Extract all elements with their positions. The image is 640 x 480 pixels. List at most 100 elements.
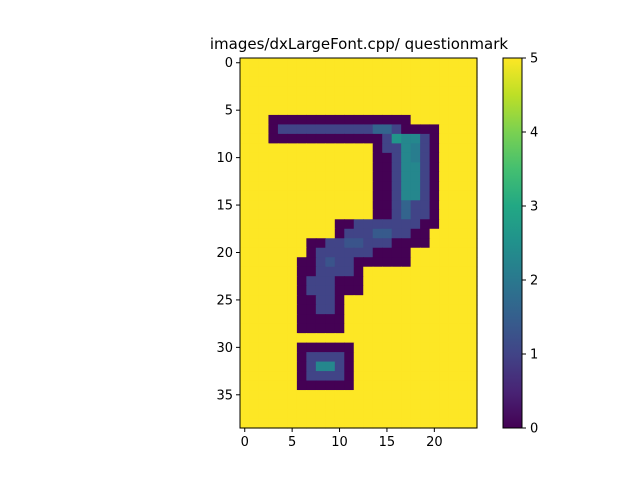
heatmap-cell: [363, 181, 374, 192]
heatmap-cell: [353, 171, 364, 182]
heatmap-cell: [325, 352, 336, 363]
heatmap-cell: [382, 171, 393, 182]
heatmap-cell: [363, 238, 374, 249]
heatmap-cell: [448, 257, 459, 268]
heatmap-cell: [401, 200, 412, 211]
heatmap-cell: [344, 181, 355, 192]
heatmap-cell: [382, 58, 393, 69]
heatmap-cell: [315, 323, 326, 334]
heatmap-cell: [363, 209, 374, 220]
heatmap-cell: [325, 409, 336, 420]
heatmap-cell: [420, 162, 431, 173]
heatmap-cell: [410, 333, 421, 344]
heatmap-cell: [240, 114, 251, 126]
heatmap-cell: [296, 114, 307, 126]
heatmap-cell: [287, 399, 298, 410]
y-tick-label: 15: [216, 199, 233, 214]
heatmap-cell: [448, 58, 459, 69]
heatmap-cell: [363, 171, 374, 182]
heatmap-cell: [372, 399, 383, 410]
heatmap-cell: [353, 399, 364, 410]
heatmap-cell: [353, 86, 364, 97]
heatmap-cell: [363, 152, 374, 163]
heatmap-cell: [344, 200, 355, 211]
heatmap-cell: [334, 67, 345, 78]
heatmap-cell: [240, 58, 251, 69]
heatmap-cell: [382, 86, 393, 97]
heatmap-cell: [315, 352, 326, 363]
heatmap-cell: [277, 266, 288, 277]
heatmap-cell: [249, 352, 260, 363]
heatmap-cell: [268, 314, 279, 325]
heatmap-cell: [372, 152, 383, 163]
heatmap-cell: [249, 190, 260, 201]
heatmap-cell: [344, 219, 355, 230]
heatmap-cell: [458, 200, 469, 211]
heatmap-cell: [401, 257, 412, 268]
heatmap-cell: [296, 190, 307, 201]
heatmap-cell: [325, 58, 336, 69]
y-tick-label: 20: [216, 246, 233, 261]
heatmap-cell: [458, 399, 469, 410]
heatmap-cell: [401, 162, 412, 173]
heatmap-cell: [268, 266, 279, 277]
heatmap-cell: [372, 418, 383, 429]
heatmap-cell: [401, 228, 412, 239]
heatmap-cell: [382, 333, 393, 344]
heatmap-cell: [410, 238, 421, 249]
heatmap-cell: [315, 181, 326, 192]
heatmap-cell: [429, 171, 440, 182]
heatmap-cell: [429, 257, 440, 268]
heatmap-cell: [410, 314, 421, 325]
heatmap-cell: [296, 323, 307, 334]
heatmap-cell: [353, 266, 364, 277]
heatmap-cell: [258, 247, 270, 258]
heatmap-cell: [420, 143, 431, 154]
heatmap-cell: [306, 114, 317, 126]
heatmap-cell: [458, 371, 469, 382]
heatmap-cell: [325, 152, 336, 163]
heatmap-cell: [439, 361, 450, 372]
heatmap-cell: [277, 58, 288, 69]
heatmap-cell: [325, 95, 336, 107]
heatmap-cell: [268, 333, 279, 344]
heatmap-cell: [334, 361, 345, 372]
heatmap-cell: [401, 86, 412, 97]
heatmap-cell: [287, 228, 298, 239]
heatmap-cell: [258, 276, 270, 287]
heatmap-cell: [391, 190, 402, 201]
heatmap-cell: [467, 304, 478, 315]
heatmap-cell: [420, 133, 431, 144]
heatmap-cell: [410, 380, 421, 391]
heatmap-cell: [344, 124, 355, 135]
heatmap-cell: [325, 257, 336, 268]
heatmap-cell: [325, 342, 336, 353]
heatmap-cell: [287, 200, 298, 211]
heatmap-cell: [410, 390, 421, 401]
heatmap-cell: [334, 200, 345, 211]
heatmap-cell: [382, 323, 393, 334]
heatmap-cell: [287, 219, 298, 230]
heatmap-cell: [448, 390, 459, 401]
heatmap-cell: [429, 342, 440, 353]
heatmap-cell: [353, 105, 364, 116]
heatmap-cell: [277, 190, 288, 201]
heatmap-cell: [334, 380, 345, 391]
heatmap-cell: [315, 219, 326, 230]
heatmap-cell: [458, 361, 469, 372]
heatmap-cell: [287, 371, 298, 382]
heatmap-cell: [258, 418, 270, 429]
heatmap-cell: [353, 257, 364, 268]
heatmap-cell: [420, 276, 431, 287]
heatmap-cell: [240, 266, 251, 277]
heatmap-cell: [344, 67, 355, 78]
heatmap-cell: [372, 314, 383, 325]
heatmap-cell: [277, 105, 288, 116]
heatmap-cell: [258, 399, 270, 410]
heatmap-cell: [439, 399, 450, 410]
heatmap-cell: [277, 333, 288, 344]
heatmap-cell: [467, 152, 478, 163]
heatmap-cell: [429, 58, 440, 69]
heatmap-cell: [439, 342, 450, 353]
heatmap-cell: [467, 171, 478, 182]
